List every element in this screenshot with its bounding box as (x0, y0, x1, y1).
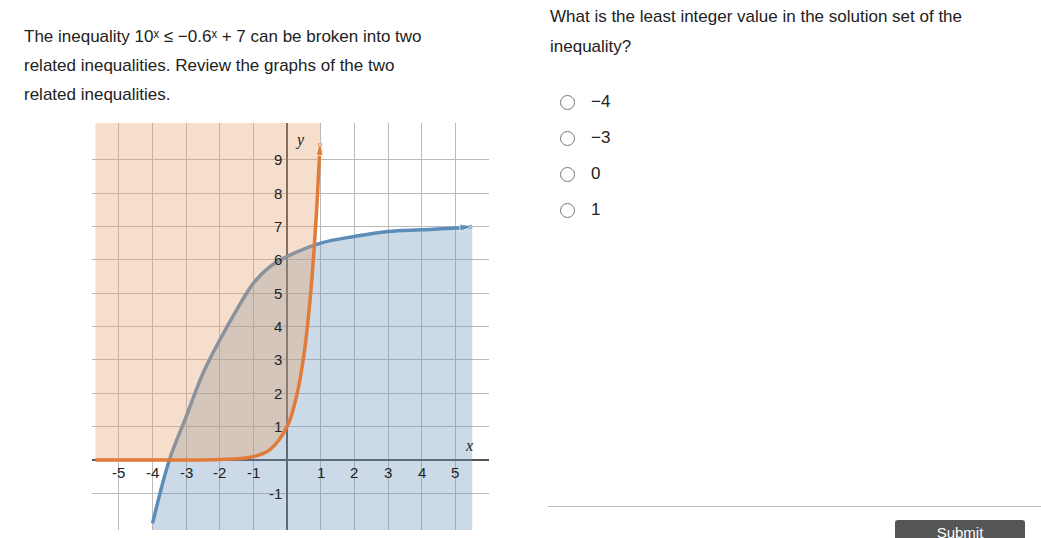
svg-text:-4: -4 (146, 464, 159, 481)
html-text:What is the least integer valu: What is the least integer value in the s… (550, 7, 962, 26)
svg-text:x: x (465, 437, 473, 454)
html-text:related inequalities. Review t: related inequalities. Review the graphs … (24, 56, 395, 75)
svg-text:1: 1 (274, 418, 282, 435)
svg-text:4: 4 (274, 318, 282, 335)
svg-text:y: y (295, 131, 305, 149)
svg-text:3: 3 (384, 464, 392, 481)
html-text:inequality?: inequality? (550, 37, 632, 56)
html-text:−4: −4 (591, 92, 611, 111)
svg-text:5: 5 (451, 464, 459, 481)
html-text:0: 0 (591, 164, 601, 183)
html-text:related inequalities.: related inequalities. (24, 85, 171, 104)
html-text:−3: −3 (591, 128, 611, 147)
svg-text:2: 2 (350, 464, 358, 481)
svg-text:6: 6 (274, 251, 282, 268)
svg-text:1: 1 (317, 464, 325, 481)
html-text:The inequality 10ˣ ≤ −0.6ˣ + 7: The inequality 10ˣ ≤ −0.6ˣ + 7 can be br… (24, 27, 422, 46)
svg-text:3: 3 (274, 351, 282, 368)
html-text:1: 1 (591, 200, 601, 219)
svg-text:8: 8 (274, 185, 282, 202)
svg-text:-1: -1 (247, 464, 260, 481)
svg-text:-1: -1 (269, 485, 282, 502)
svg-text:-2: -2 (213, 464, 226, 481)
svg-text:4: 4 (418, 464, 426, 481)
svg-text:-5: -5 (112, 464, 125, 481)
svg-text:9: 9 (274, 151, 282, 168)
svg-text:7: 7 (274, 218, 282, 235)
svg-text:5: 5 (274, 285, 282, 302)
svg-text:2: 2 (274, 385, 282, 402)
svg-text:-3: -3 (180, 464, 193, 481)
